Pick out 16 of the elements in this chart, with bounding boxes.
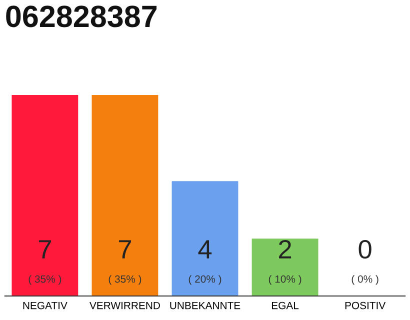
x-tick-label: UNBEKANNTE (170, 302, 240, 310)
annotation: ( 0% ) (352, 275, 378, 285)
data-label: 7 (38, 240, 51, 258)
data-label: 0 (358, 240, 372, 259)
data-label: 4 (198, 240, 212, 258)
annotation: ( 35% ) (28, 275, 62, 285)
x-tick-label: NEGATIV (23, 302, 68, 310)
annotation: ( 20% ) (188, 275, 222, 285)
annotation: ( 10% ) (268, 275, 302, 285)
annotation: ( 35% ) (108, 275, 142, 285)
data-label: 2 (279, 240, 292, 258)
x-tick-label: EGAL (272, 302, 299, 310)
data-label: 7 (118, 240, 131, 258)
chart-title: 062828387 (6, 6, 157, 28)
x-tick-label: VERWIRREND (90, 302, 160, 310)
x-tick-label: POSITIV (345, 302, 386, 310)
